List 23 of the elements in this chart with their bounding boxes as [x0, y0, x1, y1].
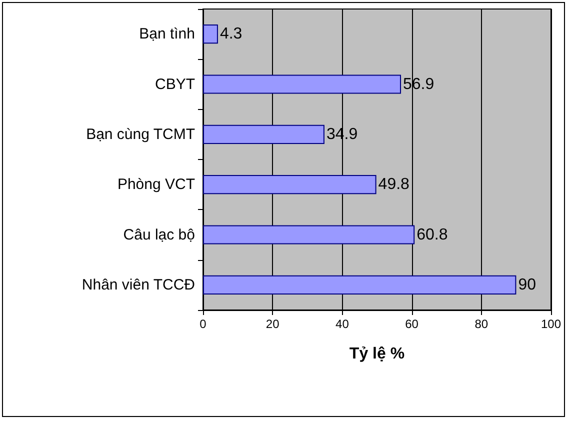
- x-tick-label: 0: [200, 317, 207, 331]
- x-tick-label: 40: [336, 317, 350, 331]
- x-tick-label: 20: [266, 317, 280, 331]
- data-label: 49.8: [378, 176, 410, 194]
- x-tick-label: 80: [474, 317, 488, 331]
- y-tick-label: Nhân viên TCCĐ: [82, 276, 196, 294]
- y-tick-label: CBYT: [154, 76, 195, 93]
- x-tick-label: 60: [405, 317, 419, 331]
- x-axis-title: Tỷ lệ %: [349, 346, 405, 362]
- data-label: 4.3: [220, 26, 242, 43]
- y-tick-label: Câu lạc bộ: [123, 226, 195, 244]
- bar: [203, 175, 376, 194]
- x-tick-label: 100: [540, 317, 562, 331]
- data-label: 60.8: [416, 226, 448, 244]
- y-tick-label: Phòng VCT: [117, 176, 195, 194]
- y-tick-label: Bạn tình: [139, 26, 195, 43]
- bar: [203, 74, 402, 94]
- bar: [203, 124, 324, 144]
- data-label: 90: [518, 276, 536, 294]
- bar: [203, 275, 516, 294]
- bar: [203, 24, 218, 44]
- bar: [203, 225, 415, 244]
- y-tick-label: Bạn cùng TCMT: [86, 126, 195, 143]
